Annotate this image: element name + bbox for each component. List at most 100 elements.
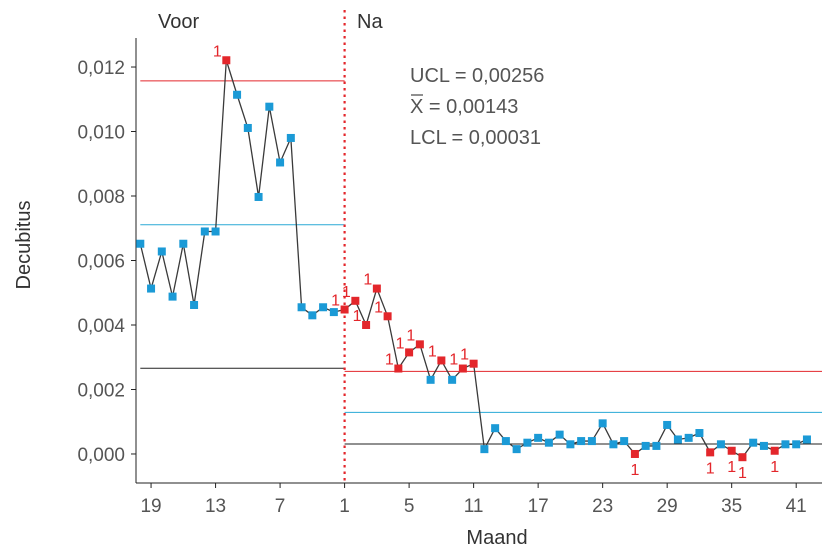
x-axis-title: Maand [466, 527, 527, 549]
data-point [781, 440, 790, 449]
x-tick-label: 41 [786, 496, 807, 517]
data-point [136, 239, 145, 248]
flag-label: 1 [770, 459, 779, 476]
data-point [168, 292, 177, 301]
data-point [673, 435, 682, 444]
data-point [792, 440, 801, 449]
data-point [512, 445, 521, 454]
flagged-data-point [415, 340, 424, 349]
data-point [179, 239, 188, 248]
data-point [200, 227, 209, 236]
mean-stat: X = 0,00143 [410, 96, 518, 118]
y-tick-label: 0,010 [77, 123, 125, 144]
data-point [190, 301, 199, 309]
series-polyline [139, 60, 808, 459]
flag-label: 1 [385, 352, 394, 369]
data-point [265, 102, 274, 111]
data-point [577, 437, 586, 446]
y-axis-title: Decubitus [13, 201, 35, 290]
flagged-data-point [383, 312, 392, 321]
data-point [147, 284, 156, 293]
flagged-data-point [437, 356, 446, 365]
flagged-data-point [458, 364, 467, 373]
flagged-data-point [362, 320, 371, 329]
flagged-data-point [469, 359, 478, 368]
flagged-data-point [405, 348, 414, 357]
data-points [136, 56, 811, 462]
data-point [716, 440, 725, 449]
data-point [749, 438, 758, 447]
data-point [566, 440, 575, 449]
data-point [598, 419, 607, 428]
x-axis-ticks: 19 13 7 1 5 11 17 23 29 35 41 [140, 483, 807, 517]
data-point [587, 437, 596, 446]
data-point [329, 308, 338, 317]
data-point [233, 90, 242, 99]
phase-label-before: Voor [158, 11, 199, 33]
y-axis-ticks: 0,000 0,002 0,004 0,006 0,008 0,010 0,012 [77, 58, 136, 466]
data-point [802, 435, 811, 444]
data-point [286, 133, 295, 142]
y-tick-label: 0,004 [77, 316, 125, 337]
data-point [641, 441, 650, 450]
flag-label: 1 [738, 465, 747, 482]
flagged-data-point [706, 448, 715, 457]
data-point [663, 420, 672, 429]
x-tick-label: 17 [528, 496, 549, 517]
data-point [695, 429, 704, 438]
x-tick-label: 23 [592, 496, 613, 517]
flag-label: 1 [630, 462, 639, 479]
data-point [684, 433, 693, 442]
flag-label: 1 [449, 352, 458, 369]
flag-label: 1 [460, 347, 469, 364]
flag-label: 1 [353, 308, 362, 325]
y-tick-label: 0,000 [77, 445, 125, 466]
data-point [480, 445, 489, 454]
data-point [308, 311, 317, 320]
flag-label: 1 [342, 284, 351, 301]
flagged-data-point [394, 364, 403, 373]
data-point [276, 158, 285, 167]
y-tick-label: 0,006 [77, 252, 125, 273]
data-point [243, 123, 252, 132]
data-point [652, 441, 661, 450]
x-tick-label: 1 [339, 496, 350, 517]
data-point [297, 303, 306, 312]
flag-label: 1 [406, 327, 415, 344]
flagged-data-point [372, 284, 381, 293]
flag-label: 1 [396, 335, 405, 352]
flagged-data-point [727, 446, 736, 455]
data-point [501, 437, 510, 446]
x-tick-label: 7 [275, 496, 286, 517]
y-tick-label: 0,012 [77, 58, 125, 79]
phase-label-after: Na [357, 11, 383, 33]
data-point [491, 424, 500, 433]
x-tick-label: 35 [721, 496, 742, 517]
data-point [319, 303, 328, 312]
flagged-data-point [351, 296, 360, 305]
flag-label: 1 [331, 293, 340, 310]
data-point [609, 440, 618, 449]
data-point [157, 247, 166, 256]
data-point [211, 227, 220, 236]
x-tick-label: 29 [657, 496, 678, 517]
y-tick-label: 0,002 [77, 380, 125, 401]
x-tick-label: 13 [205, 496, 226, 517]
flag-label: 1 [727, 459, 736, 476]
lcl-stat: LCL = 0,00031 [410, 127, 541, 149]
flag-label: 1 [706, 460, 715, 477]
data-point [426, 375, 435, 384]
data-point [534, 433, 543, 442]
series-line [139, 60, 808, 459]
data-point [448, 375, 457, 384]
flagged-data-point [340, 305, 349, 314]
x-tick-label: 19 [140, 496, 161, 517]
flagged-data-point [222, 56, 231, 65]
data-point [620, 437, 629, 446]
data-point [759, 441, 768, 450]
flag-label: 1 [374, 299, 383, 316]
ucl-stat: UCL = 0,00256 [410, 65, 544, 87]
x-tick-label: 11 [464, 496, 484, 517]
